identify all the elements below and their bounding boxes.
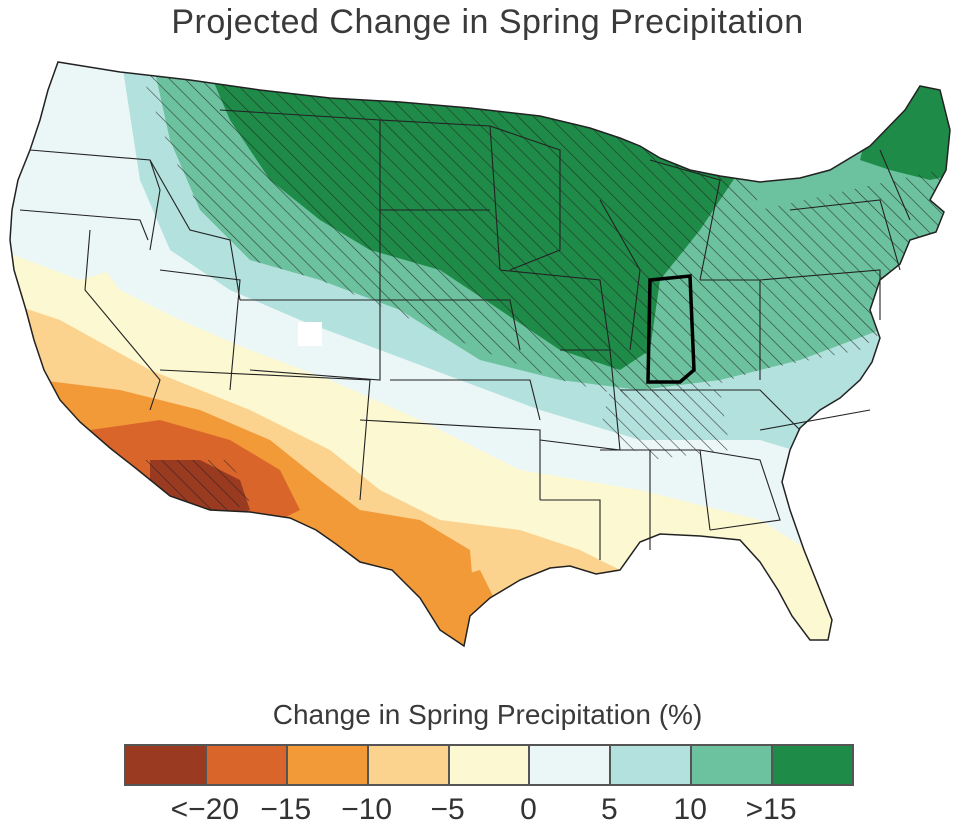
map-title: Projected Change in Spring Precipitation bbox=[171, 3, 804, 41]
legend-tick-5: 5 bbox=[600, 793, 618, 826]
legend-swatch-3 bbox=[366, 744, 450, 786]
border-ne bbox=[380, 299, 521, 351]
border-or-ca bbox=[19, 209, 149, 241]
border-wy-co bbox=[240, 299, 381, 381]
border-nc-va bbox=[759, 409, 871, 431]
precip-bands bbox=[10, 62, 950, 646]
border-ca-nv bbox=[84, 229, 161, 411]
border-ny bbox=[789, 199, 901, 271]
legend-tick-7: >15 bbox=[745, 793, 797, 826]
border-new-england bbox=[879, 149, 911, 221]
legend-tick-0: <−20 bbox=[170, 793, 240, 826]
border-az-nm bbox=[159, 369, 371, 501]
border-ok bbox=[359, 419, 541, 500]
legend-swatch-6 bbox=[609, 744, 693, 786]
legend-swatch-2 bbox=[285, 744, 369, 786]
hatch-ohio bbox=[600, 390, 730, 460]
legend-tick-3: −5 bbox=[430, 793, 465, 826]
border-ks bbox=[390, 379, 541, 421]
border-id bbox=[149, 159, 241, 301]
legend-swatch-0 bbox=[124, 744, 207, 786]
border-mn bbox=[489, 125, 561, 271]
us-precipitation-map bbox=[9, 61, 951, 647]
legend-tick-6: 10 bbox=[673, 793, 707, 826]
border-nv-ut bbox=[159, 269, 241, 391]
border-ga bbox=[699, 449, 781, 531]
band-florida bbox=[770, 570, 850, 646]
border-wa-or bbox=[29, 149, 161, 251]
legend-ticks: <−20 −15 −10 −5 0 5 10 >15 bbox=[0, 790, 975, 830]
legend-tick-2: −10 bbox=[341, 793, 393, 826]
missing-data-patch bbox=[298, 322, 322, 346]
band-gt15-maine bbox=[860, 70, 950, 180]
border-mi bbox=[649, 159, 721, 281]
border-tn-ky bbox=[620, 389, 801, 431]
legend-swatch-5 bbox=[528, 744, 612, 786]
legend-swatch-1 bbox=[204, 744, 288, 786]
indiana-highlight bbox=[646, 274, 696, 384]
border-wi-il bbox=[599, 199, 641, 351]
border-mo bbox=[539, 349, 621, 451]
legend-swatch-8 bbox=[771, 744, 855, 786]
hatch-north bbox=[140, 70, 945, 400]
border-ia bbox=[499, 269, 611, 351]
legend-title: Change in Spring Precipitation (%) bbox=[272, 699, 703, 730]
legend-tick-1: −15 bbox=[260, 793, 312, 826]
legend-tick-4: 0 bbox=[520, 793, 537, 826]
legend-swatch-4 bbox=[447, 744, 531, 786]
state-borders bbox=[9, 61, 951, 647]
border-pa bbox=[759, 269, 881, 320]
border-ar bbox=[540, 499, 601, 560]
legend-swatch-7 bbox=[690, 744, 774, 786]
legend-colorbar bbox=[124, 744, 855, 788]
